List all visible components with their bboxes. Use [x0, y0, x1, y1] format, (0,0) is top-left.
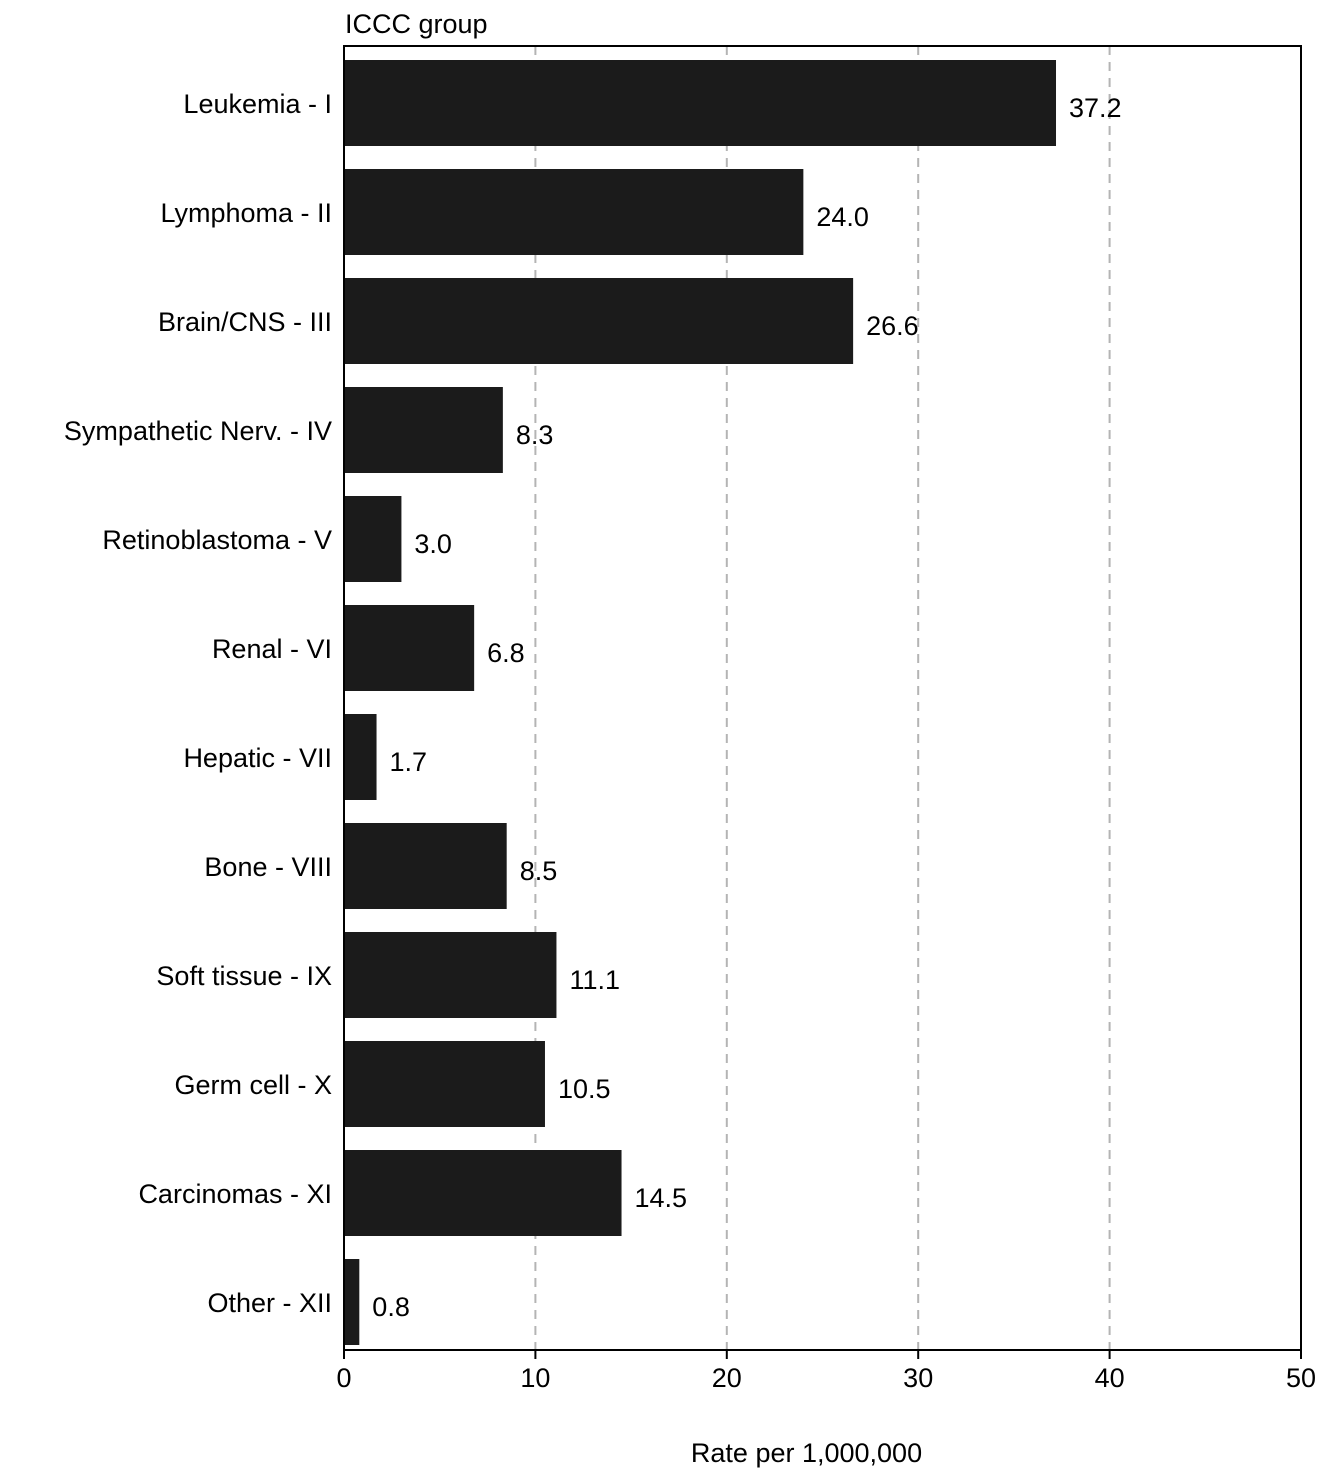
bar — [344, 60, 1057, 146]
data-label: 8.3 — [516, 420, 554, 450]
bar — [344, 1041, 545, 1127]
bar — [344, 1150, 622, 1236]
tick-label: 30 — [903, 1363, 933, 1393]
category-label: Carcinomas - XI — [138, 1179, 332, 1209]
category-label: Other - XII — [207, 1288, 332, 1318]
bar — [344, 387, 503, 473]
bar — [344, 605, 475, 691]
tick-label: 50 — [1286, 1363, 1316, 1393]
value-labels: 37.2 24.0 26.6 8.3 3.0 6.8 1.7 8.5 11.1 10.5 14.5 0… — [372, 93, 1121, 1322]
y-axis-title: ICCC group — [345, 9, 488, 39]
data-label: 8.5 — [520, 856, 558, 886]
plot-frame — [343, 45, 1302, 1351]
category-label: Sympathetic Nerv. - IV — [64, 416, 332, 446]
category-label: Soft tissue - IX — [156, 961, 332, 991]
data-label: 14.5 — [635, 1183, 688, 1213]
data-label: 37.2 — [1069, 93, 1122, 123]
bar — [344, 714, 377, 800]
category-label: Retinoblastoma - V — [102, 525, 332, 555]
bar — [344, 278, 854, 364]
bar — [344, 169, 804, 255]
tick-label: 40 — [1095, 1363, 1125, 1393]
category-label: Brain/CNS - III — [158, 307, 332, 337]
tick-label: 0 — [336, 1363, 351, 1393]
category-label: Germ cell - X — [174, 1070, 332, 1100]
data-label: 10.5 — [558, 1074, 611, 1104]
data-label: 24.0 — [816, 202, 869, 232]
category-label: Lymphoma - II — [160, 198, 332, 228]
bar — [344, 932, 557, 1018]
bar — [344, 1259, 360, 1345]
tick-label: 20 — [712, 1363, 742, 1393]
data-label: 1.7 — [390, 747, 428, 777]
data-label: 26.6 — [866, 311, 919, 341]
data-label: 0.8 — [372, 1292, 410, 1322]
data-label: 11.1 — [569, 965, 620, 995]
category-label: Leukemia - I — [183, 89, 332, 119]
data-label: 6.8 — [487, 638, 525, 668]
category-label: Bone - VIII — [204, 852, 332, 882]
category-label: Renal - VI — [212, 634, 332, 664]
x-axis-title: Rate per 1,000,000 — [691, 1438, 922, 1468]
x-axis-ticks: 0 10 20 30 40 50 — [336, 1350, 1316, 1393]
tick-label: 10 — [520, 1363, 550, 1393]
bar — [344, 823, 507, 909]
bars — [344, 60, 1057, 1345]
category-labels: Leukemia - I Lymphoma - II Brain/CNS - III… — [64, 89, 332, 1318]
bar — [344, 496, 402, 582]
data-label: 3.0 — [414, 529, 452, 559]
category-label: Hepatic - VII — [183, 743, 332, 773]
